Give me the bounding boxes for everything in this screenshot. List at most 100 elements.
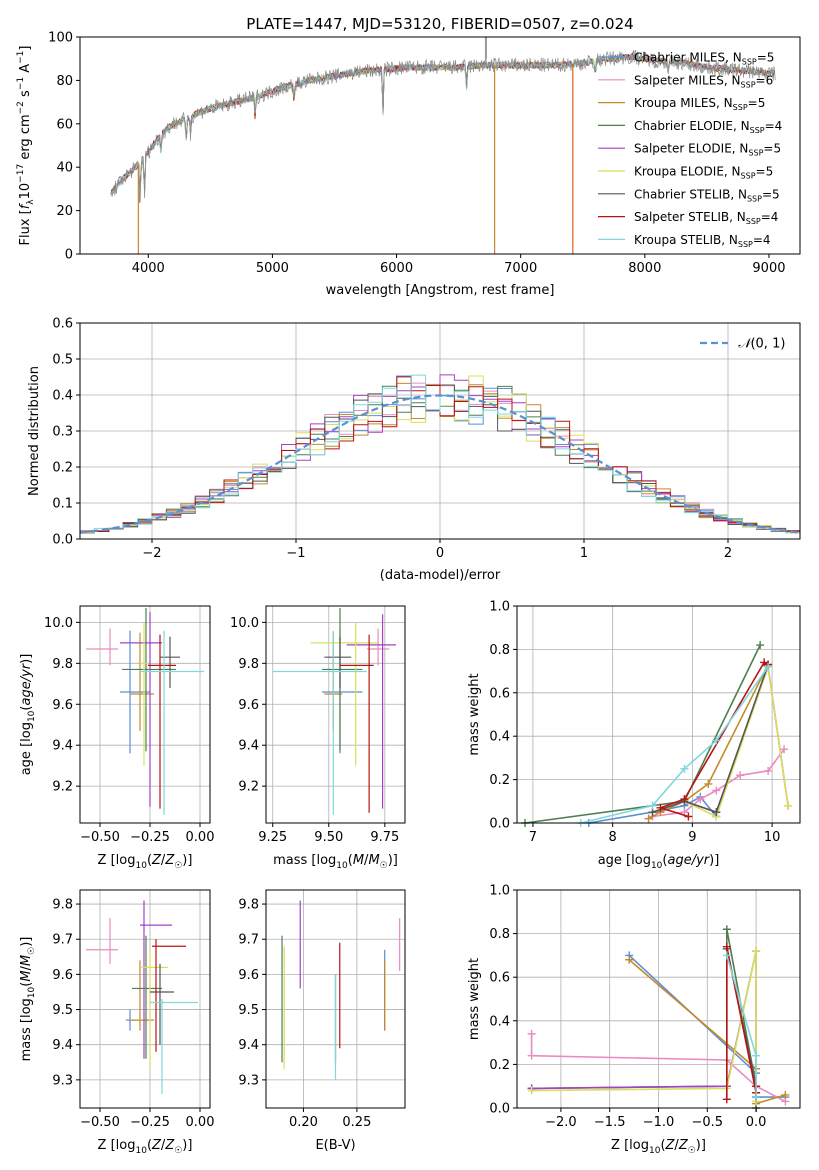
y-tick-label: 1.0: [489, 884, 510, 899]
series-kroupa-miles: [644, 660, 773, 823]
panel-spectrum: 4000 5000 6000 7000 8000 9000 0 20 40 60 80 100 wave…: [16, 31, 801, 298]
errorbar-salpeter-elodie: [140, 900, 172, 1059]
y-tick-label: 9.6: [238, 698, 259, 713]
data-point-marker: [712, 786, 721, 795]
data-point-marker: [704, 779, 713, 788]
axes-residuals: −2 −1 0 1 2 0.0 0.1 0.2 0.3 0.4 0.5 0.6 (data-model)…: [27, 317, 801, 583]
series-line: [524, 644, 761, 824]
errorbar-salpeter-elodie: [346, 614, 397, 809]
data-point-marker: [722, 942, 731, 951]
errorbar-salpeter-miles: [366, 628, 390, 666]
y-tick-label: 9.5: [238, 1003, 259, 1018]
legend-entry: Chabrier STELIB, NSSP=5: [634, 187, 780, 203]
data-point-marker: [780, 745, 789, 754]
x-tick-label: 8000: [628, 261, 661, 276]
x-tick-label: −0.5: [692, 1115, 724, 1130]
legend-entry: Kroupa MILES, NSSP=5: [634, 96, 765, 112]
data-point-marker: [752, 1051, 761, 1060]
y-tick-label: 9.2: [52, 780, 73, 795]
y-axis-label: mass weight: [467, 673, 482, 755]
y-tick-label: 100: [48, 31, 73, 46]
x-tick-label: −2: [142, 546, 161, 561]
errorbar-salpeter-miles: [86, 918, 118, 964]
y-tick-label: 9.6: [52, 698, 73, 713]
legend-spectrum: Chabrier MILES, NSSP=5 Salpeter MILES, NS…: [598, 51, 782, 249]
x-axis-label: wavelength [Angstrom, rest frame]: [326, 283, 555, 298]
axes-age_vs_Z: −0.50 −0.25 0.00 9.2 9.4 9.6 9.8 10.0 Z [log10(Z…: [19, 605, 214, 871]
errorbar-kroupa-stelib: [272, 630, 367, 815]
y-tick-label: 9.5: [52, 1003, 73, 1018]
plot-area-residuals: [79, 374, 801, 535]
errorbar-salpeter-miles: [86, 628, 118, 666]
axes-weight_vs_age: 7 8 9 10 0.0 0.2 0.4 0.6 0.8 1.0 age [log10(age/yr…: [467, 600, 801, 871]
y-tick-label: 0.1: [52, 497, 73, 512]
series-line: [531, 929, 757, 1108]
axes-frame: [265, 889, 406, 1109]
data-point-marker: [752, 1093, 761, 1102]
errorbar-chabrier-elodie: [122, 608, 176, 752]
x-tick-label: 9.75: [370, 830, 399, 845]
model-curve-salpeter-miles: [110, 60, 565, 201]
series-line: [684, 666, 789, 818]
y-axis-label: mass weight: [467, 958, 482, 1040]
legend-entry: Chabrier MILES, NSSP=5: [634, 51, 774, 67]
y-tick-label: 9.3: [52, 1073, 73, 1088]
errorbar-chabrier-miles: [322, 630, 363, 754]
y-tick-label: 0.4: [489, 1014, 510, 1029]
x-tick-label: −0.50: [80, 1115, 120, 1130]
panel-mass_vs_ebv: 0.20 0.25 9.3 9.4 9.5 9.6 9.7 9.8 E(B-V): [238, 889, 406, 1153]
plot-area-weight_vs_age: [520, 641, 793, 827]
series-kroupa-elodie: [527, 947, 761, 1106]
x-tick-label: 2: [724, 546, 732, 561]
errorbar-salpeter-elodie: [120, 612, 162, 807]
errorbar-chabrier-stelib: [150, 963, 174, 1045]
legend-entry: 𝒩(0, 1): [738, 337, 785, 352]
data-point-marker: [722, 951, 731, 960]
legend-entry: Kroupa STELIB, NSSP=4: [634, 233, 771, 249]
legend-entry: Salpeter ELODIE, NSSP=5: [634, 142, 781, 158]
y-tick-label: 10.0: [230, 616, 259, 631]
x-tick-label: 8: [609, 830, 617, 845]
y-tick-label: 80: [56, 74, 73, 89]
axes-mass_vs_Z: −0.50 −0.25 0.00 9.3 9.4 9.5 9.6 9.7 9.8 Z [log10…: [19, 889, 214, 1156]
series-chabrier-elodie: [520, 641, 765, 827]
y-tick-label: 9.7: [238, 933, 259, 948]
series-salpeter-elodie: [527, 947, 761, 1102]
axes-frame: [79, 605, 211, 824]
y-tick-label: 9.4: [238, 739, 259, 754]
grid-mass_vs_Z: [80, 890, 210, 1108]
x-tick-label: 0.20: [289, 1115, 318, 1130]
y-tick-label: 9.7: [52, 933, 73, 948]
x-axis-label: (data-model)/error: [380, 568, 501, 583]
plot-area-age_vs_Z: [86, 608, 204, 815]
axes-age_vs_mass: 9.25 9.50 9.75 9.2 9.4 9.6 9.8 10.0 mass [log10(…: [230, 605, 406, 871]
errorbar-kroupa-elodie: [310, 622, 379, 766]
errorbar-kroupa-stelib: [150, 999, 198, 1094]
legend-entry: Salpeter STELIB, NSSP=4: [634, 210, 778, 226]
panel-residuals: −2 −1 0 1 2 0.0 0.1 0.2 0.3 0.4 0.5 0.6 (data-model)…: [27, 317, 801, 583]
data-point-marker: [722, 925, 731, 934]
x-tick-label: 0.0: [746, 1115, 767, 1130]
panel-weight_vs_age: 7 8 9 10 0.0 0.2 0.4 0.6 0.8 1.0 age [log10(age/yr…: [467, 600, 801, 871]
y-axis-label: Flux [fλ10−17 erg cm−2 s−1 A−1]: [16, 46, 36, 246]
legend-entry: Salpeter MILES, NSSP=6: [634, 73, 773, 89]
x-tick-label: 9.25: [258, 830, 287, 845]
axes-frame: [516, 605, 801, 824]
y-tick-label: 0.4: [52, 389, 73, 404]
normal-curve: [79, 394, 801, 534]
y-tick-label: 20: [56, 204, 73, 219]
x-tick-label: −0.25: [130, 830, 170, 845]
model-curve-chabrier-miles: [110, 61, 564, 199]
axes-spectrum: 4000 5000 6000 7000 8000 9000 0 20 40 60 80 100 wave…: [16, 31, 801, 298]
axes-mass_vs_ebv: 0.20 0.25 9.3 9.4 9.5 9.6 9.7 9.8 E(B-V): [238, 889, 406, 1153]
y-tick-label: 0.3: [52, 425, 73, 440]
plot-area-age_vs_mass: [272, 608, 397, 815]
y-tick-label: 0.6: [52, 317, 73, 332]
y-tick-label: 0.8: [489, 643, 510, 658]
x-tick-label: −0.50: [80, 830, 120, 845]
y-tick-label: 9.4: [238, 1038, 259, 1053]
x-axis-label: E(B-V): [315, 1138, 355, 1153]
data-point-marker: [752, 947, 761, 956]
y-tick-label: 1.0: [489, 600, 510, 615]
